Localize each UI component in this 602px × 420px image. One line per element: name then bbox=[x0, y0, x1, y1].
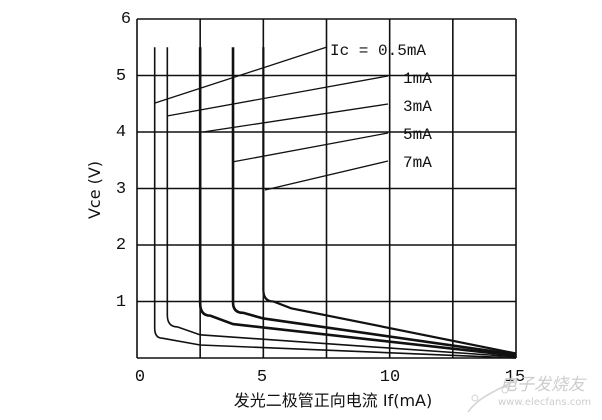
grid bbox=[136, 18, 517, 359]
leader-line-4 bbox=[264, 160, 389, 191]
leader-line-0 bbox=[154, 46, 328, 104]
leader-line-1 bbox=[166, 75, 389, 117]
series-curve-2 bbox=[198, 47, 517, 358]
series-label-0: Ic = 0.5mA bbox=[330, 42, 426, 60]
y-tick: 6 bbox=[121, 10, 131, 29]
x-tick: 5 bbox=[257, 368, 267, 387]
leader-line-2 bbox=[202, 103, 389, 133]
x-tick: 10 bbox=[380, 368, 400, 387]
curves bbox=[153, 47, 517, 359]
y-tick-labels: 1 2 3 4 5 6 bbox=[116, 10, 131, 312]
series-curve-0 bbox=[153, 47, 517, 359]
y-tick: 5 bbox=[116, 67, 126, 86]
watermark-url: www.elecfans.com bbox=[498, 397, 591, 408]
series-labels: Ic = 0.5mA 1mA 3mA 5mA 7mA bbox=[330, 42, 432, 172]
y-axis-label: Vce (V) bbox=[85, 161, 104, 219]
series-curve-4 bbox=[262, 47, 517, 355]
y-tick: 3 bbox=[116, 180, 126, 199]
leader-line-3 bbox=[231, 132, 389, 163]
series-curve-3 bbox=[231, 47, 517, 356]
y-tick: 1 bbox=[116, 293, 126, 312]
series-label-4: 7mA bbox=[403, 154, 432, 172]
watermark: 电子发烧友 www.elecfans.com bbox=[467, 375, 591, 413]
leader-lines bbox=[154, 46, 389, 191]
watermark-brand: 电子发烧友 bbox=[500, 375, 587, 395]
series-label-2: 3mA bbox=[403, 98, 432, 116]
x-axis-label: 发光二极管正向电流 If(mA) bbox=[234, 391, 432, 410]
series-label-3: 5mA bbox=[403, 126, 432, 144]
y-tick: 2 bbox=[116, 236, 126, 255]
x-tick-labels: 0 5 10 15 bbox=[135, 368, 525, 387]
y-tick: 4 bbox=[116, 123, 126, 142]
series-label-1: 1mA bbox=[403, 70, 432, 88]
watermark-logo-icon bbox=[467, 379, 516, 413]
x-tick: 0 bbox=[135, 368, 145, 387]
series-curve-1 bbox=[166, 47, 517, 358]
